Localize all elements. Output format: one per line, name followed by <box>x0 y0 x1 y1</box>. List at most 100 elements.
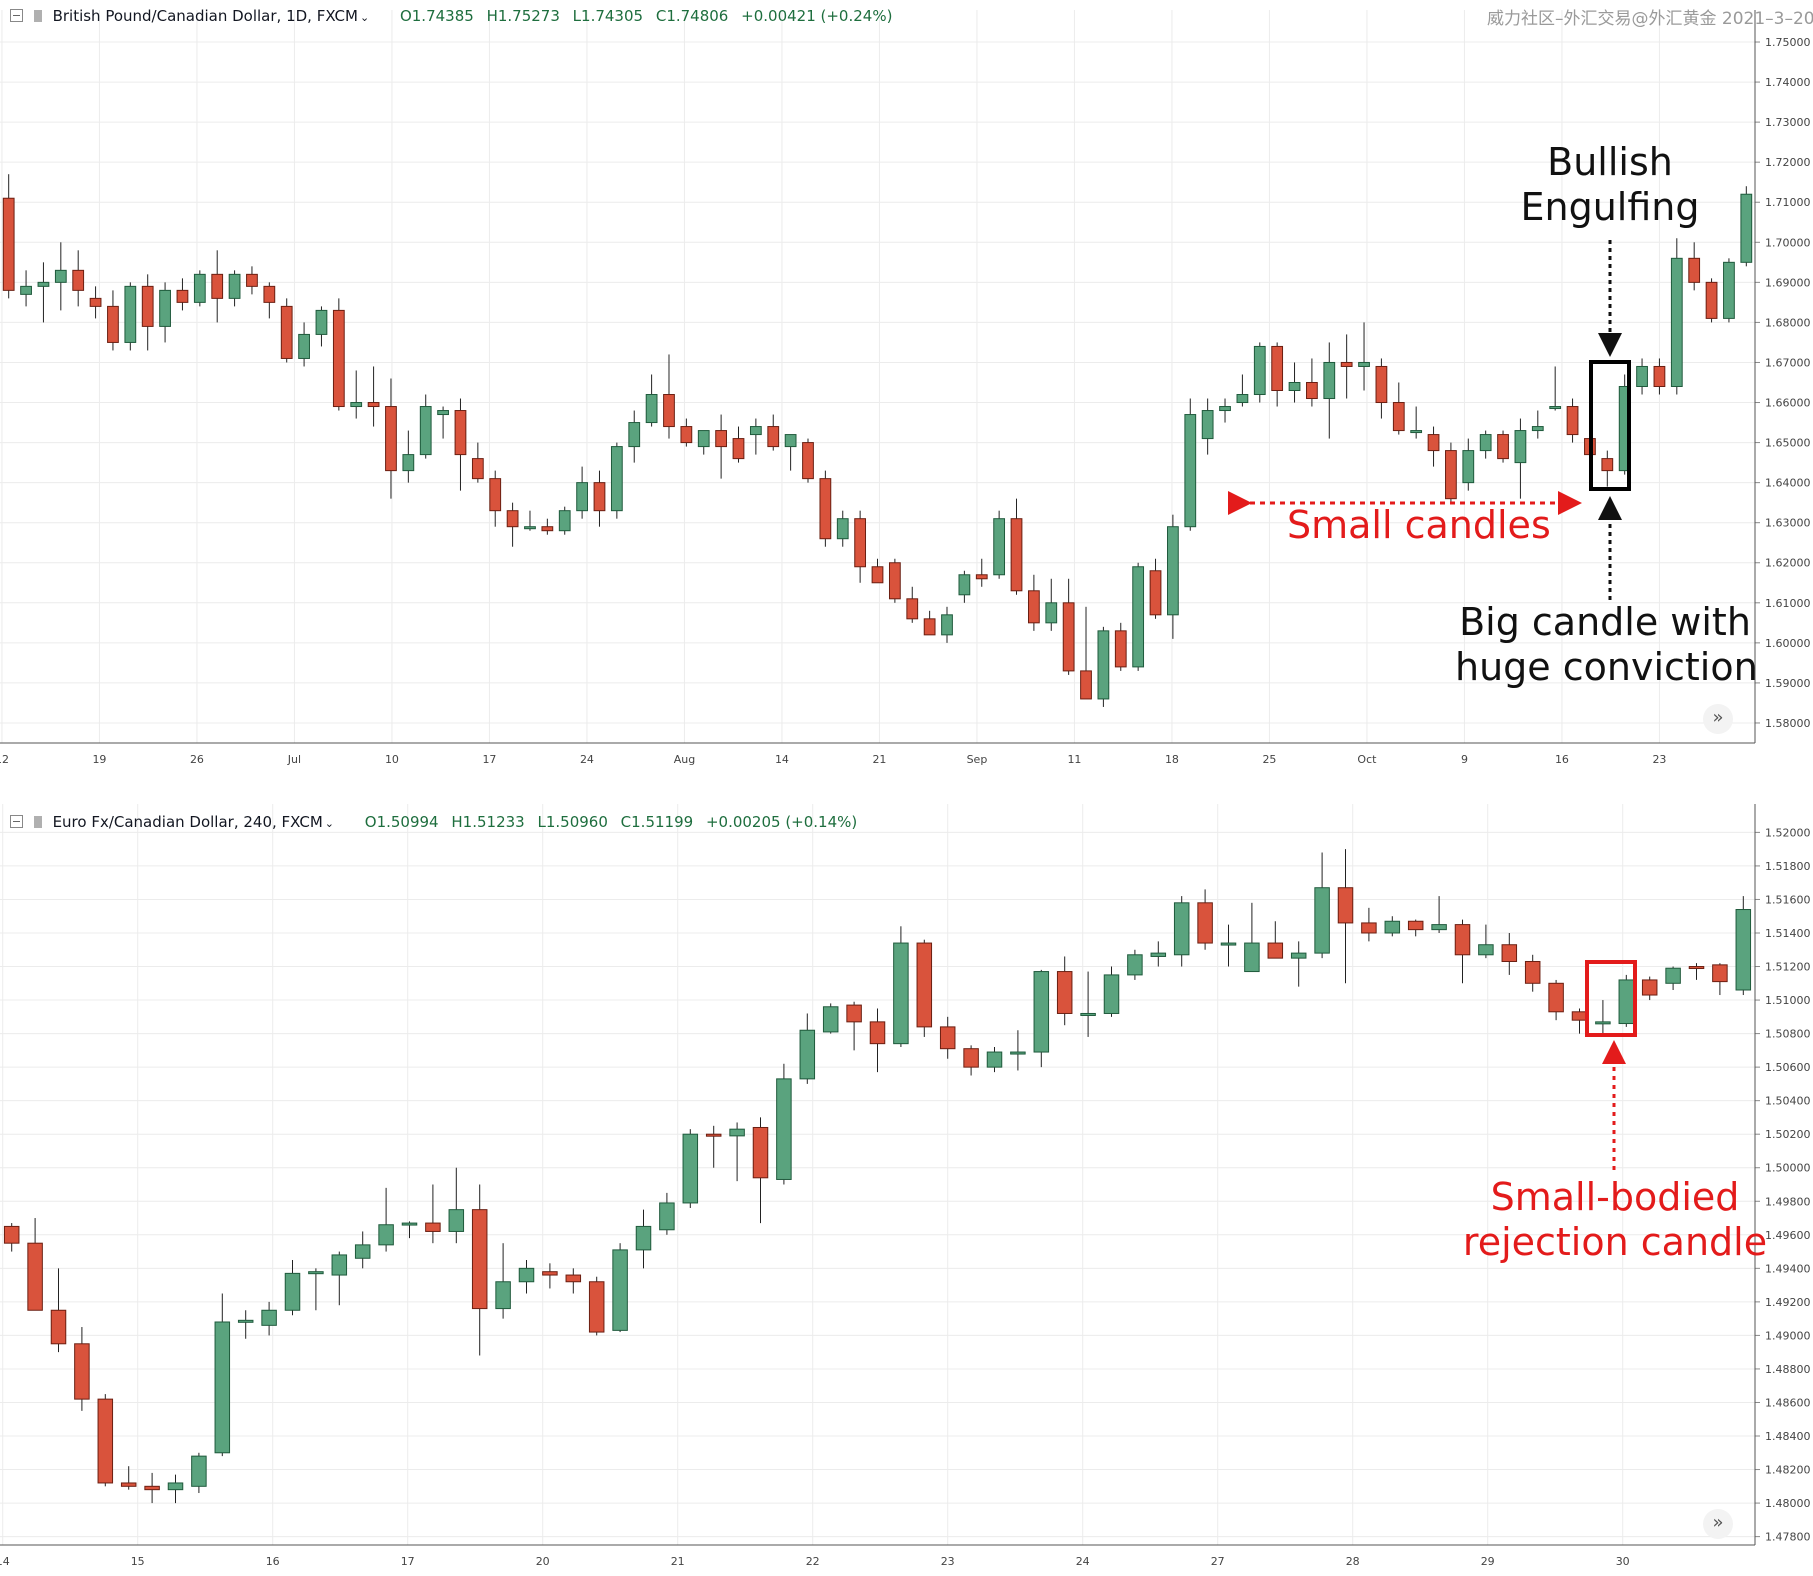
chevron-down-icon[interactable]: ⌄ <box>324 817 334 830</box>
candle <box>1103 966 1120 1017</box>
x-tick-label: Oct <box>1357 753 1377 766</box>
candle <box>1219 398 1231 423</box>
candle <box>1641 976 1658 1001</box>
candle-body <box>906 598 919 620</box>
candle <box>193 270 206 307</box>
candle-body <box>1454 924 1471 956</box>
collapse-icon[interactable] <box>10 815 23 828</box>
candle-body <box>1688 966 1705 970</box>
candle-body <box>1384 920 1401 934</box>
candle-body <box>237 1319 254 1323</box>
bottom-chart[interactable]: 14 15 16 17 20 21 22 23 24 27 28 29 30 1.52000 1.51800… <box>0 804 1811 1568</box>
candle-body <box>263 285 276 303</box>
candle-body <box>612 1249 628 1331</box>
y-tick-label: 1.48000 <box>1765 1497 1811 1510</box>
candle <box>1531 410 1544 439</box>
candle <box>767 414 780 451</box>
candle-body <box>193 273 206 303</box>
x-tick-label: 14 <box>775 753 789 766</box>
candle-body <box>2 197 15 291</box>
candle <box>1323 342 1336 439</box>
top-chart[interactable]: 12 19 26 Jul 10 17 24 Aug 14 21 Sep 11 18 25 Oct 9 16 23 1… <box>0 10 1811 766</box>
candle-body <box>1114 630 1127 668</box>
candle-body <box>1478 944 1494 956</box>
candle-body <box>1665 967 1681 984</box>
candle-body <box>752 1126 769 1179</box>
candle <box>495 1243 511 1319</box>
x-tick-label: 25 <box>1262 753 1276 766</box>
candle-body <box>1514 430 1527 464</box>
candle-body <box>682 1133 699 1204</box>
candle-body <box>941 614 953 636</box>
candle-body <box>159 289 171 327</box>
high-value: H1.51233 <box>451 813 525 831</box>
candle-body <box>50 1309 67 1345</box>
candle <box>1501 932 1518 975</box>
low-value: L1.74305 <box>572 7 644 25</box>
candle <box>1306 358 1318 407</box>
scroll-right-button[interactable]: » <box>1703 1509 1733 1539</box>
scroll-right-button[interactable]: » <box>1703 704 1733 734</box>
candle-body <box>120 1482 137 1487</box>
y-tick-label: 1.71000 <box>1765 196 1811 209</box>
candle-body <box>107 305 119 343</box>
candle <box>471 442 484 483</box>
candle-body <box>3 1225 20 1244</box>
top-symbol-label[interactable]: British Pound/Canadian Dollar, 1D, FXCM <box>52 7 358 25</box>
candle-body <box>284 1272 301 1311</box>
candle-body <box>1712 964 1728 983</box>
candle-body <box>1501 944 1518 962</box>
candle <box>1056 956 1073 1026</box>
close-value: C1.74806 <box>655 7 729 25</box>
candle <box>1033 969 1050 1068</box>
candle <box>659 1192 675 1235</box>
candle <box>1407 919 1424 937</box>
y-tick-label: 1.72000 <box>1765 156 1811 169</box>
candle <box>836 510 849 547</box>
candle-body <box>588 1281 605 1333</box>
candle <box>1027 574 1040 631</box>
candle-body <box>593 482 606 512</box>
candle <box>1337 849 1354 984</box>
candle <box>1361 907 1377 942</box>
candle <box>1384 916 1401 937</box>
candle <box>1571 1008 1588 1034</box>
candle <box>986 1047 1003 1073</box>
candle-body <box>939 1026 956 1050</box>
candle <box>1688 963 1705 980</box>
candle <box>1271 342 1284 407</box>
candle <box>1314 852 1330 959</box>
candle-body <box>89 297 102 307</box>
candle-body <box>610 446 623 512</box>
candle <box>784 434 797 471</box>
y-tick-label: 1.68000 <box>1765 316 1811 329</box>
candle-body <box>1392 402 1405 432</box>
candle-body <box>176 289 189 303</box>
candle-body <box>1524 960 1541 984</box>
candle-body <box>1127 954 1143 976</box>
candle-body <box>799 1029 816 1080</box>
candle <box>1288 362 1301 403</box>
candle <box>1150 941 1167 967</box>
chevron-down-icon[interactable]: ⌄ <box>359 11 370 24</box>
candle <box>401 1221 418 1239</box>
candle-body <box>836 518 849 540</box>
candle <box>2 174 15 299</box>
x-tick-label: 17 <box>482 753 496 766</box>
change-value: +0.00205 (+0.14%) <box>705 813 858 831</box>
candle-body <box>448 1209 465 1232</box>
candle-body <box>141 285 154 327</box>
x-tick-label: 10 <box>385 753 399 766</box>
y-tick-label: 1.60000 <box>1765 637 1811 650</box>
x-tick-label: 16 <box>266 1555 280 1568</box>
x-tick-label: 9 <box>1461 753 1468 766</box>
candle <box>144 1472 160 1504</box>
candle <box>1244 902 1260 973</box>
candle <box>354 1231 371 1269</box>
y-tick-label: 1.48400 <box>1765 1430 1811 1443</box>
candle <box>1514 418 1527 499</box>
bottom-symbol-label[interactable]: Euro Fx/Canadian Dollar, 240, FXCM <box>52 813 323 831</box>
candle <box>819 470 832 547</box>
x-tick-label: 28 <box>1346 1555 1360 1568</box>
collapse-icon[interactable] <box>10 9 23 22</box>
